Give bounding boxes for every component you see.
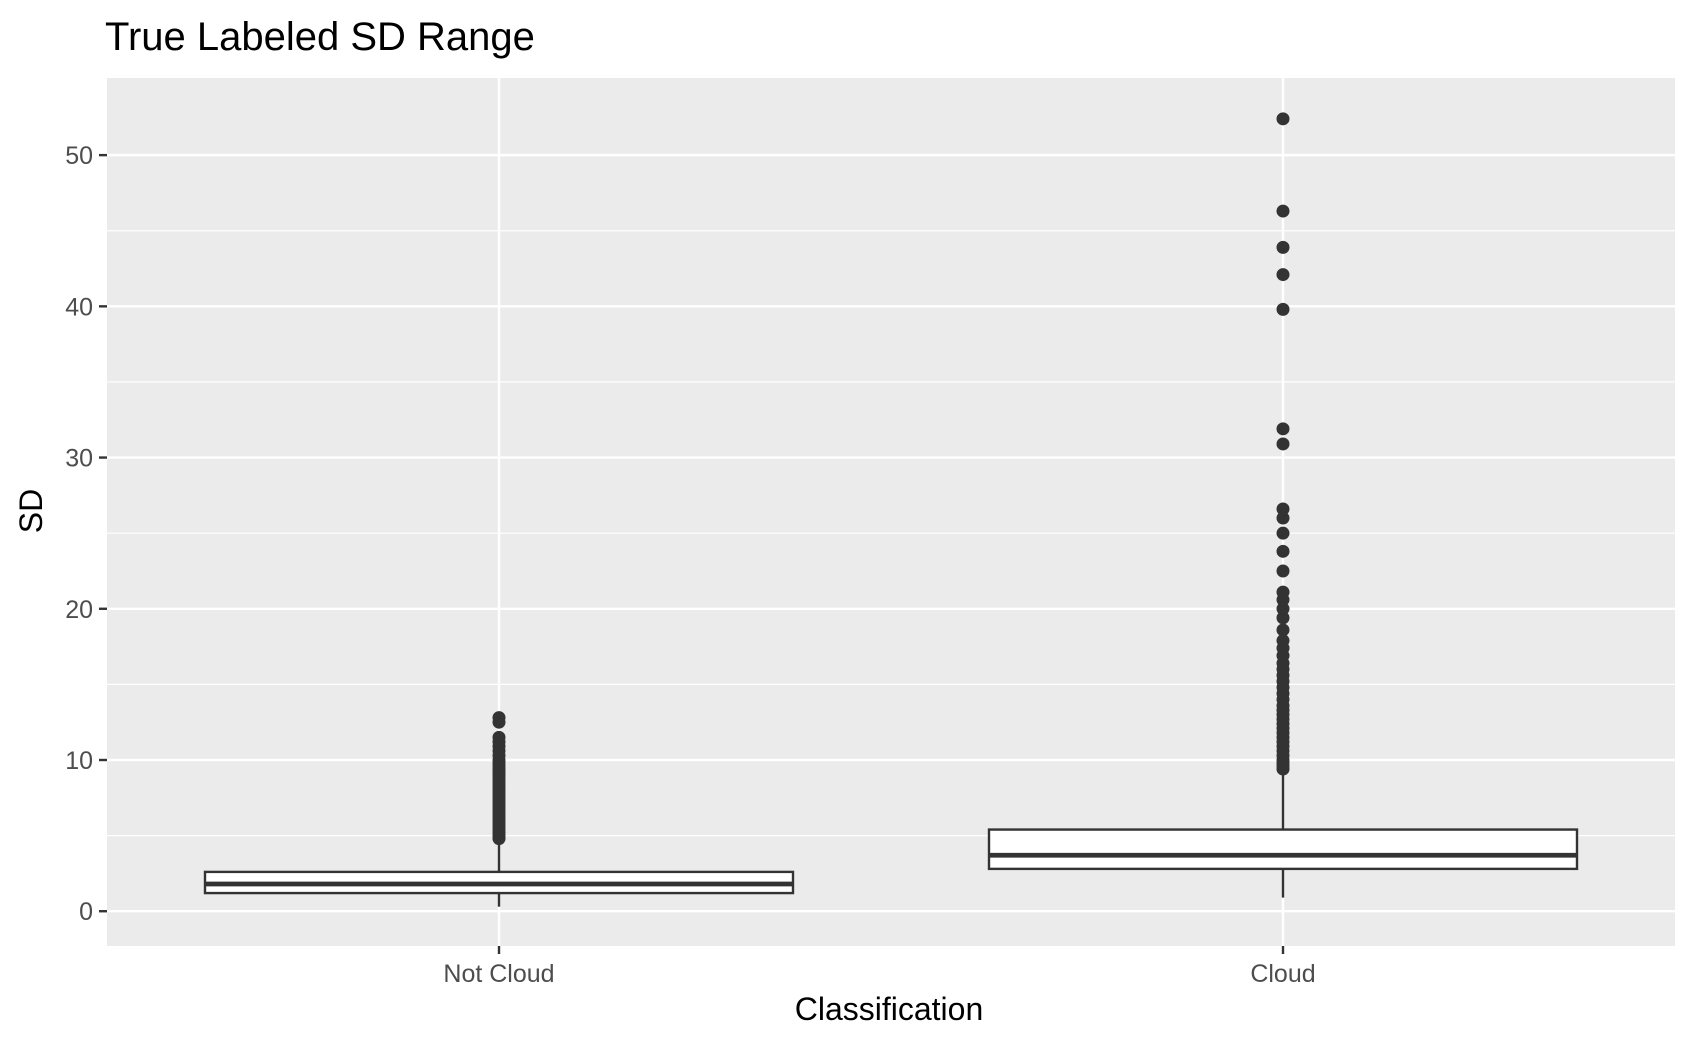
outlier-point xyxy=(1276,511,1290,525)
outlier-point xyxy=(1276,564,1290,578)
chart-title: True Labeled SD Range xyxy=(105,15,535,59)
y-axis: 0 10 20 30 40 50 xyxy=(65,142,107,926)
outlier-point xyxy=(1276,422,1290,436)
box-group xyxy=(203,711,795,907)
outlier-point xyxy=(1276,526,1290,540)
x-tick-label: Not Cloud xyxy=(443,960,554,988)
outlier-point xyxy=(492,730,506,744)
x-axis: Not Cloud Cloud xyxy=(443,946,1316,988)
y-tick-label: 50 xyxy=(65,142,93,170)
outlier-point xyxy=(1276,204,1290,218)
x-tick-label: Cloud xyxy=(1250,960,1315,988)
y-tick-label: 30 xyxy=(65,445,93,473)
outlier-point xyxy=(1276,502,1290,516)
outlier-point xyxy=(1276,302,1290,316)
boxes-layer xyxy=(203,112,1579,907)
outlier-point xyxy=(1276,112,1290,126)
x-axis-title: Classification xyxy=(795,991,984,1027)
y-tick-label: 10 xyxy=(65,747,93,775)
plot-panel xyxy=(107,78,1675,946)
outlier-point xyxy=(1276,240,1290,254)
y-axis-title: SD xyxy=(13,489,49,533)
outlier-point xyxy=(1276,611,1290,625)
outlier-point xyxy=(1276,623,1290,637)
outlier-point xyxy=(1276,634,1290,648)
outlier-point xyxy=(1276,602,1290,616)
y-tick-label: 40 xyxy=(65,293,93,321)
box-group xyxy=(987,112,1579,898)
outlier-point xyxy=(1276,544,1290,558)
outlier-point xyxy=(1276,585,1290,599)
y-tick-label: 20 xyxy=(65,596,93,624)
box xyxy=(987,828,1579,871)
outlier-point xyxy=(1276,437,1290,451)
y-tick-label: 0 xyxy=(79,898,93,926)
outlier-point xyxy=(1276,268,1290,282)
outlier-point xyxy=(492,711,506,725)
